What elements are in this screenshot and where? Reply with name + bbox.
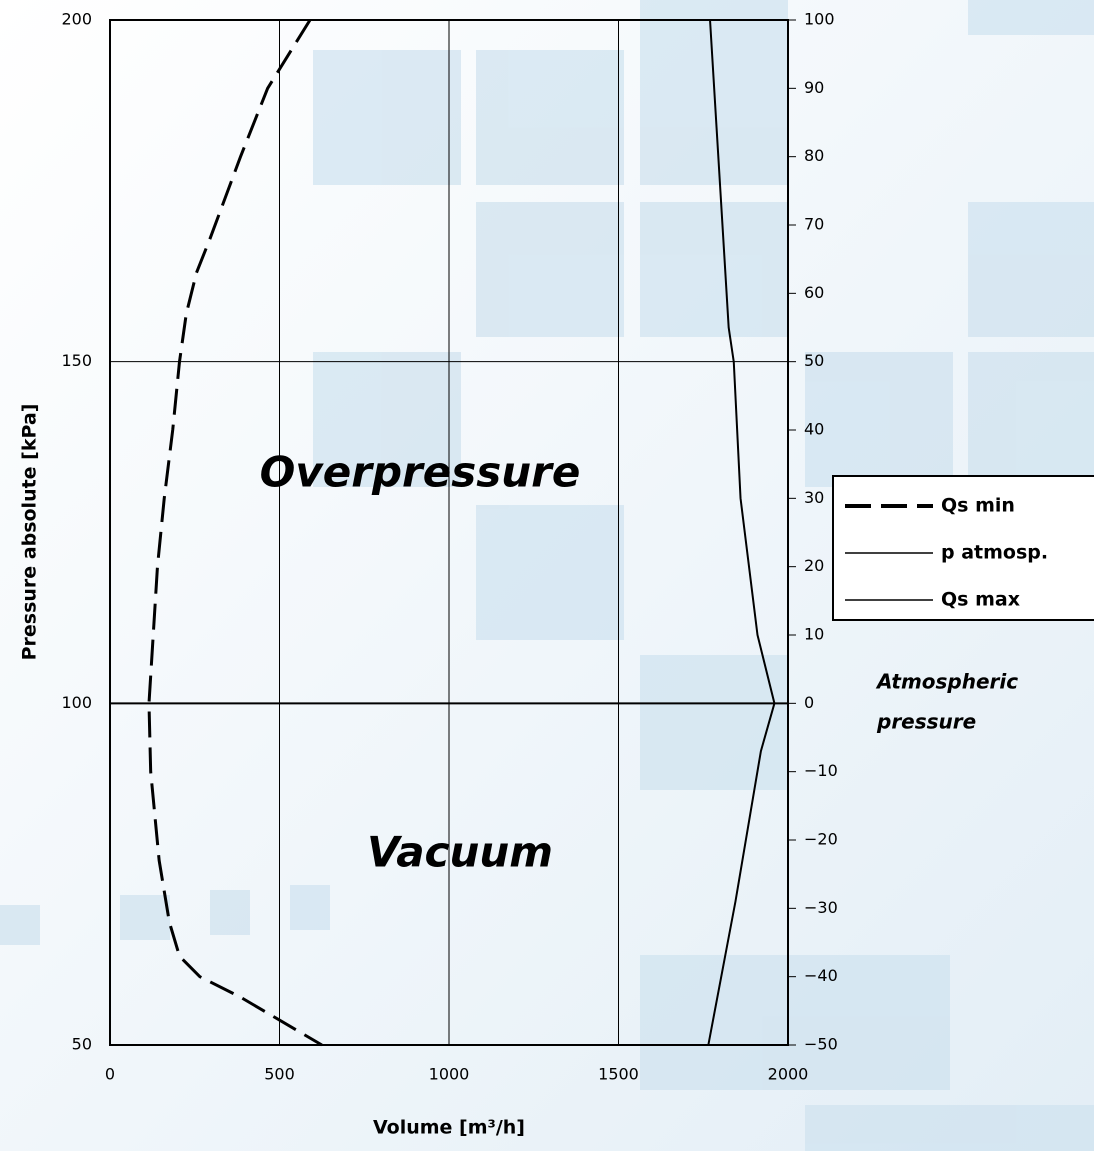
y2-tick-label: 10 bbox=[804, 625, 824, 644]
series-line bbox=[707, 19, 776, 1046]
y2-tick-label: 30 bbox=[804, 488, 824, 507]
y2-tick-label: 100 bbox=[804, 10, 835, 29]
y-axis-label: Pressure absolute [kPa] bbox=[19, 404, 41, 661]
legend-label: Qs max bbox=[941, 589, 1020, 611]
y2-tick-label: −30 bbox=[804, 898, 838, 917]
y2-tick-label: 80 bbox=[804, 146, 824, 165]
x-tick-label: 500 bbox=[264, 1065, 295, 1084]
y2-tick-label: 0 bbox=[804, 693, 814, 712]
y-tick-label: 200 bbox=[61, 10, 92, 29]
side-note: pressure bbox=[876, 710, 976, 734]
y-tick-label: 150 bbox=[61, 351, 92, 370]
series-line bbox=[147, 19, 323, 1047]
x-tick-label: 2000 bbox=[768, 1065, 809, 1084]
y2-tick-label: 90 bbox=[804, 78, 824, 97]
legend-label: p atmosp. bbox=[941, 542, 1048, 564]
y2-tick-label: −50 bbox=[804, 1035, 838, 1054]
y2-tick-label: −20 bbox=[804, 830, 838, 849]
y2-tick-label: 20 bbox=[804, 556, 824, 575]
y2-tick-label: 70 bbox=[804, 215, 824, 234]
x-tick-label: 1000 bbox=[429, 1065, 470, 1084]
annotation: Vacuum bbox=[367, 828, 553, 877]
side-note: Atmospheric bbox=[875, 670, 1018, 694]
y2-tick-label: −40 bbox=[804, 966, 838, 985]
y2-tick-label: −10 bbox=[804, 761, 838, 780]
y-tick-label: 100 bbox=[61, 693, 92, 712]
x-tick-label: 1500 bbox=[598, 1065, 639, 1084]
x-axis-label: Volume [m³/h] bbox=[373, 1117, 525, 1139]
plot-frame bbox=[109, 19, 789, 1046]
legend-label: Qs min bbox=[941, 495, 1015, 517]
annotation: Overpressure bbox=[260, 448, 581, 497]
y2-tick-label: 60 bbox=[804, 283, 824, 302]
y2-tick-label: 50 bbox=[804, 351, 824, 370]
legend-box bbox=[832, 475, 1094, 621]
y2-tick-label: 40 bbox=[804, 420, 824, 439]
x-tick-label: 0 bbox=[105, 1065, 115, 1084]
y-tick-label: 50 bbox=[72, 1035, 92, 1054]
